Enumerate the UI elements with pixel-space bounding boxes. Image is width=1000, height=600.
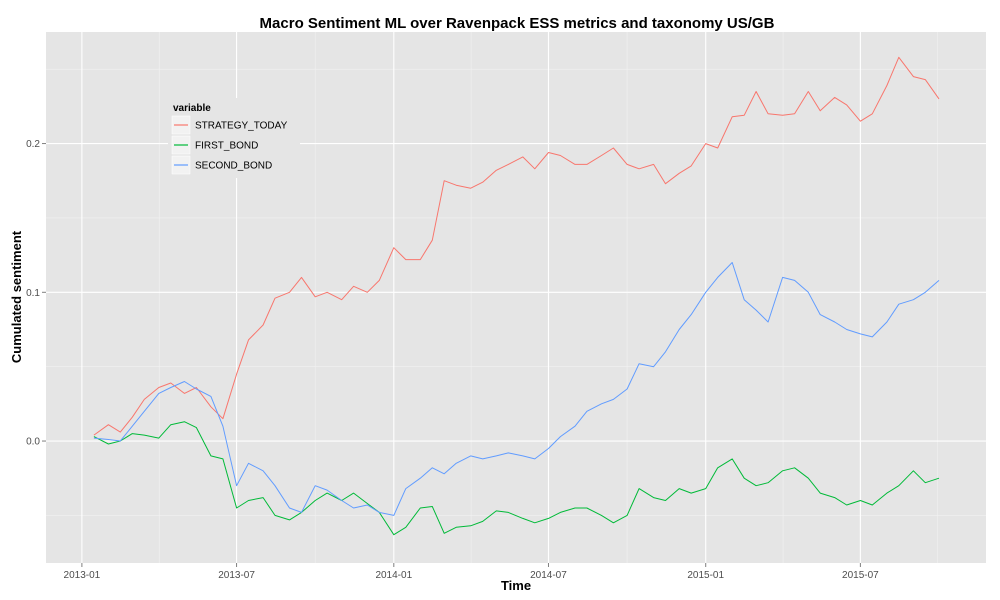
y-axis-title: Cumulated sentiment [9,230,24,363]
y-axis: 0.0 0.1 0.2 [26,139,46,448]
legend-title: variable [173,103,211,114]
y-tick-label: 0.2 [26,139,40,150]
series-line-first-bond [93,421,940,536]
x-axis: 2013-01 2013-07 2014-01 2014-07 2015-01 2015-… [64,563,879,581]
legend-label: FIRST_BOND [195,141,258,152]
series-lines [93,56,940,536]
legend: variable STRATEGY_TODAY FIRST_BOND SECOND_… [168,98,300,178]
chart-title: Macro Sentiment ML over Ravenpack ESS me… [260,15,775,32]
x-axis-title: Time [501,578,531,593]
x-tick-label: 2014-01 [375,570,412,581]
x-tick-label: 2015-07 [842,570,879,581]
legend-label: SECOND_BOND [195,161,272,172]
x-tick-label: 2014-07 [530,570,567,581]
legend-label: STRATEGY_TODAY [195,121,288,132]
series-line-strategy-today [93,56,940,436]
grid-minor [46,32,986,563]
x-tick-label: 2013-01 [64,570,101,581]
x-tick-label: 2013-07 [218,570,255,581]
x-tick-label: 2015-01 [687,570,724,581]
y-tick-label: 0.1 [26,288,40,299]
series-line-second-bond [93,262,940,516]
y-tick-label: 0.0 [26,437,40,448]
